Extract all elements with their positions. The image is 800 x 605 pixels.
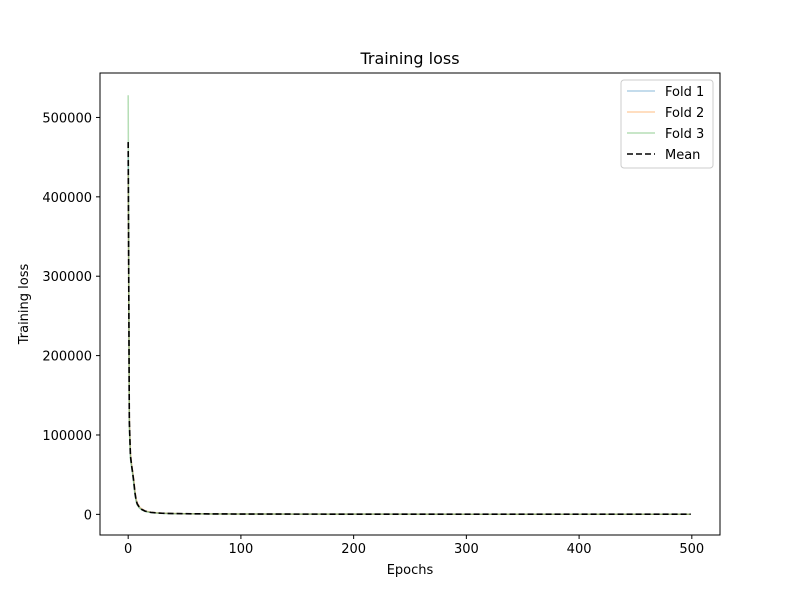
x-tick-label: 300 bbox=[454, 542, 479, 557]
chart-title: Training loss bbox=[359, 49, 459, 68]
legend-label-fold-2: Fold 2 bbox=[665, 106, 704, 121]
axes-spines bbox=[99, 72, 721, 536]
legend: Fold 1 Fold 2 Fold 3 Mean bbox=[620, 79, 714, 169]
series-line-mean bbox=[127, 142, 691, 516]
x-tick-label: 500 bbox=[679, 542, 704, 557]
axes-frame bbox=[99, 72, 721, 536]
legend-box bbox=[620, 79, 714, 169]
y-axis-label: Training loss bbox=[17, 264, 32, 346]
x-tick-label: 400 bbox=[567, 542, 592, 557]
y-tick-label: 100000 bbox=[42, 429, 92, 444]
plot-background bbox=[100, 73, 720, 535]
y-tick-label: 400000 bbox=[42, 191, 92, 206]
legend-label-fold-3: Fold 3 bbox=[665, 127, 704, 142]
legend-label-fold-1: Fold 1 bbox=[665, 85, 704, 100]
y-axis-ticks: 0 100000 200000 300000 400000 500000 bbox=[42, 111, 100, 523]
series-layer bbox=[127, 95, 691, 516]
y-tick-label: 0 bbox=[84, 508, 92, 523]
y-tick-label: 500000 bbox=[42, 111, 92, 126]
x-tick-label: 100 bbox=[228, 542, 253, 557]
x-axis-ticks: 0 100 200 300 400 500 bbox=[124, 535, 704, 557]
x-tick-label: 200 bbox=[341, 542, 366, 557]
legend-label-mean: Mean bbox=[665, 148, 700, 163]
x-axis-label: Epochs bbox=[387, 563, 434, 578]
y-tick-label: 300000 bbox=[42, 270, 92, 285]
y-tick-label: 200000 bbox=[42, 350, 92, 365]
x-tick-label: 0 bbox=[124, 542, 132, 557]
plot-area bbox=[100, 73, 720, 535]
